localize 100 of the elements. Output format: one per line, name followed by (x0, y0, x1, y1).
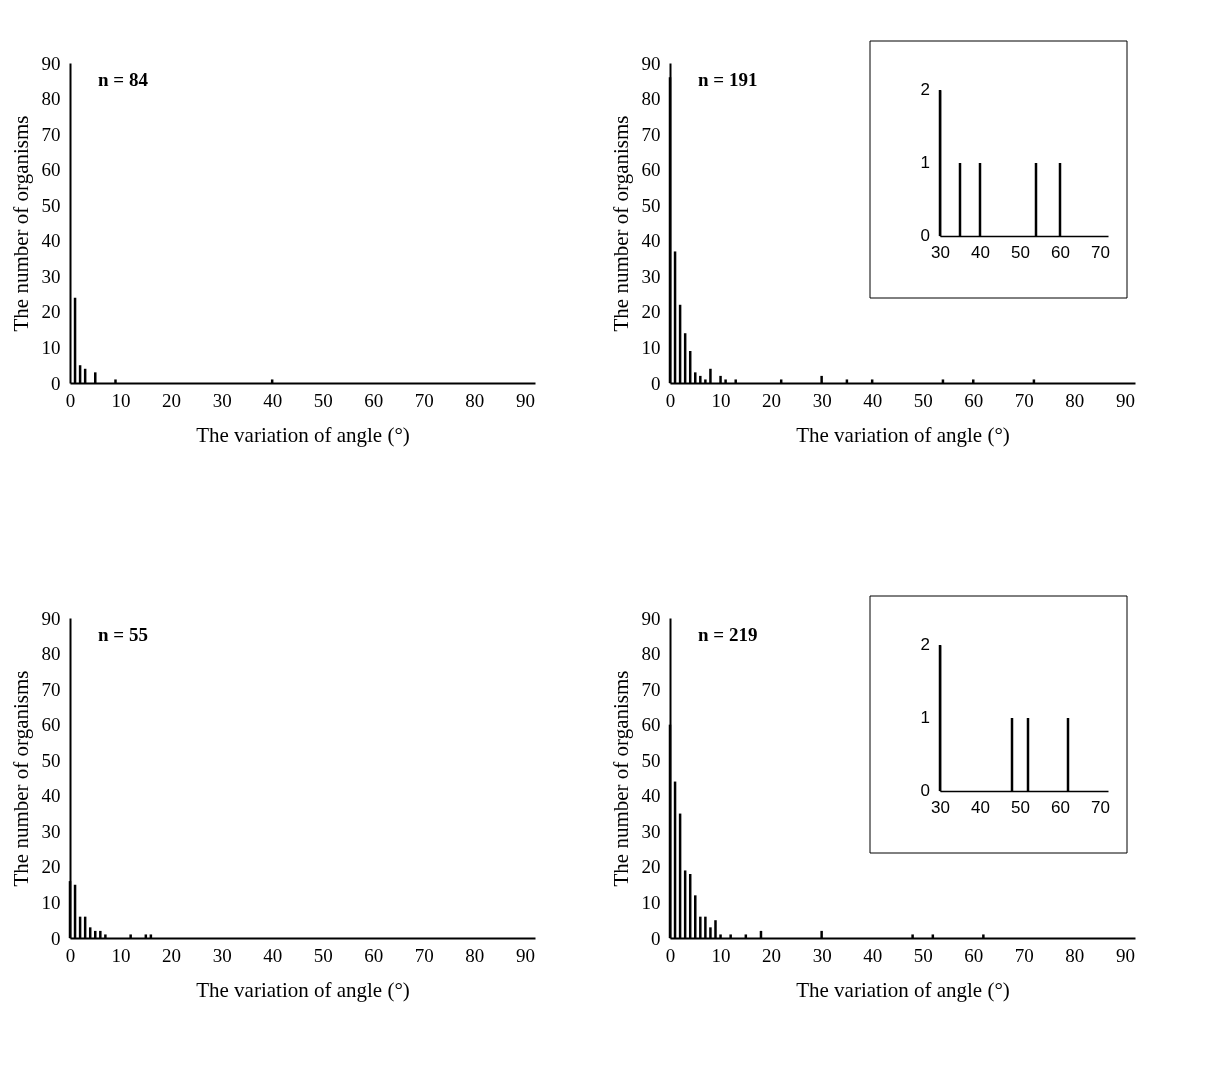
y-tick-label: 1 (920, 708, 930, 727)
x-tick-label: 70 (414, 389, 434, 411)
x-tick-label: 50 (1011, 242, 1030, 262)
x-tick-label: 70 (1091, 797, 1110, 817)
y-tick-label: 10 (641, 336, 661, 358)
x-tick-label: 30 (812, 389, 832, 411)
y-tick-label: 30 (641, 265, 661, 287)
x-tick-label: 90 (1115, 389, 1135, 411)
y-tick-label: 60 (41, 159, 61, 181)
y-tick-label: 0 (920, 226, 930, 245)
x-tick-label: 80 (465, 944, 485, 966)
x-tick-label: 40 (263, 944, 283, 966)
annotation: n = 191 (698, 69, 758, 90)
x-tick-label: 20 (162, 944, 182, 966)
x-tick-label: 0 (665, 389, 676, 411)
x-tick-label: 60 (364, 944, 384, 966)
y-tick-label: 10 (41, 891, 61, 913)
y-tick-label: 60 (641, 159, 661, 181)
x-tick-label: 10 (111, 944, 131, 966)
x-tick-label: 80 (1065, 944, 1085, 966)
y-tick-label: 60 (41, 714, 61, 736)
x-tick-label: 60 (364, 389, 384, 411)
annotation: n = 84 (98, 69, 149, 90)
x-tick-label: 80 (1065, 389, 1085, 411)
y-tick-label: 10 (41, 336, 61, 358)
y-tick-label: 0 (651, 372, 661, 394)
y-tick-label: 30 (41, 820, 61, 842)
y-tick-label: 80 (641, 88, 661, 110)
y-tick-label: 90 (641, 52, 661, 74)
y-tick-label: 70 (41, 123, 61, 145)
y-tick-label: 80 (41, 88, 61, 110)
y-tick-label: 60 (641, 714, 661, 736)
y-tick-label: 0 (51, 927, 61, 949)
x-tick-label: 40 (971, 242, 990, 262)
x-tick-label: 0 (65, 389, 76, 411)
x-tick-label: 60 (964, 944, 984, 966)
y-tick-label: 20 (41, 856, 61, 878)
x-tick-label: 70 (1014, 944, 1034, 966)
x-tick-label: 60 (1051, 242, 1070, 262)
x-tick-label: 70 (1014, 389, 1034, 411)
x-tick-label: 40 (971, 797, 990, 817)
y-axis-title: The number of organisms (608, 670, 633, 887)
x-tick-label: 30 (212, 944, 232, 966)
y-tick-label: 2 (920, 635, 930, 654)
x-tick-label: 70 (414, 944, 434, 966)
x-tick-label: 70 (1091, 242, 1110, 262)
y-tick-label: 10 (641, 891, 661, 913)
y-tick-label: 70 (641, 678, 661, 700)
y-axis-title: The number of organisms (8, 115, 33, 332)
y-tick-label: 20 (641, 856, 661, 878)
x-tick-label: 0 (665, 944, 676, 966)
y-tick-label: 20 (41, 301, 61, 323)
x-tick-label: 20 (162, 389, 182, 411)
y-tick-label: 0 (651, 927, 661, 949)
x-tick-label: 40 (863, 389, 883, 411)
x-tick-label: 30 (812, 944, 832, 966)
y-tick-label: 80 (41, 643, 61, 665)
x-tick-label: 60 (1051, 797, 1070, 817)
x-axis-title: The variation of angle (°) (796, 977, 1010, 1002)
x-tick-label: 90 (1115, 944, 1135, 966)
x-tick-label: 10 (711, 389, 731, 411)
y-axis-title: The number of organisms (608, 115, 633, 332)
x-tick-label: 10 (111, 389, 131, 411)
x-tick-label: 30 (212, 389, 232, 411)
y-tick-label: 90 (41, 607, 61, 629)
y-tick-label: 1 (920, 153, 930, 172)
y-axis-title: The number of organisms (8, 670, 33, 887)
y-tick-label: 30 (641, 820, 661, 842)
x-axis-title: The variation of angle (°) (196, 977, 410, 1002)
y-tick-label: 2 (920, 80, 930, 99)
y-tick-label: 0 (920, 781, 930, 800)
x-tick-label: 10 (711, 944, 731, 966)
x-tick-label: 50 (313, 944, 333, 966)
x-axis-title: The variation of angle (°) (196, 422, 410, 447)
x-tick-label: 20 (762, 389, 782, 411)
annotation: n = 219 (698, 624, 758, 645)
y-tick-label: 70 (41, 678, 61, 700)
x-tick-label: 50 (313, 389, 333, 411)
x-tick-label: 20 (762, 944, 782, 966)
y-tick-label: 90 (41, 52, 61, 74)
x-tick-label: 40 (263, 389, 283, 411)
y-tick-label: 50 (641, 194, 661, 216)
x-tick-label: 60 (964, 389, 984, 411)
x-tick-label: 50 (1011, 797, 1030, 817)
y-tick-label: 70 (641, 123, 661, 145)
y-tick-label: 50 (41, 194, 61, 216)
x-tick-label: 40 (863, 944, 883, 966)
y-tick-label: 20 (641, 301, 661, 323)
y-tick-label: 0 (51, 372, 61, 394)
y-tick-label: 50 (641, 749, 661, 771)
y-tick-label: 30 (41, 265, 61, 287)
x-tick-label: 80 (465, 389, 485, 411)
x-tick-label: 90 (515, 944, 535, 966)
y-tick-label: 80 (641, 643, 661, 665)
x-axis-title: The variation of angle (°) (796, 422, 1010, 447)
annotation: n = 55 (98, 624, 148, 645)
x-tick-label: 0 (65, 944, 76, 966)
x-tick-label: 90 (515, 389, 535, 411)
y-tick-label: 90 (641, 607, 661, 629)
y-tick-label: 50 (41, 749, 61, 771)
